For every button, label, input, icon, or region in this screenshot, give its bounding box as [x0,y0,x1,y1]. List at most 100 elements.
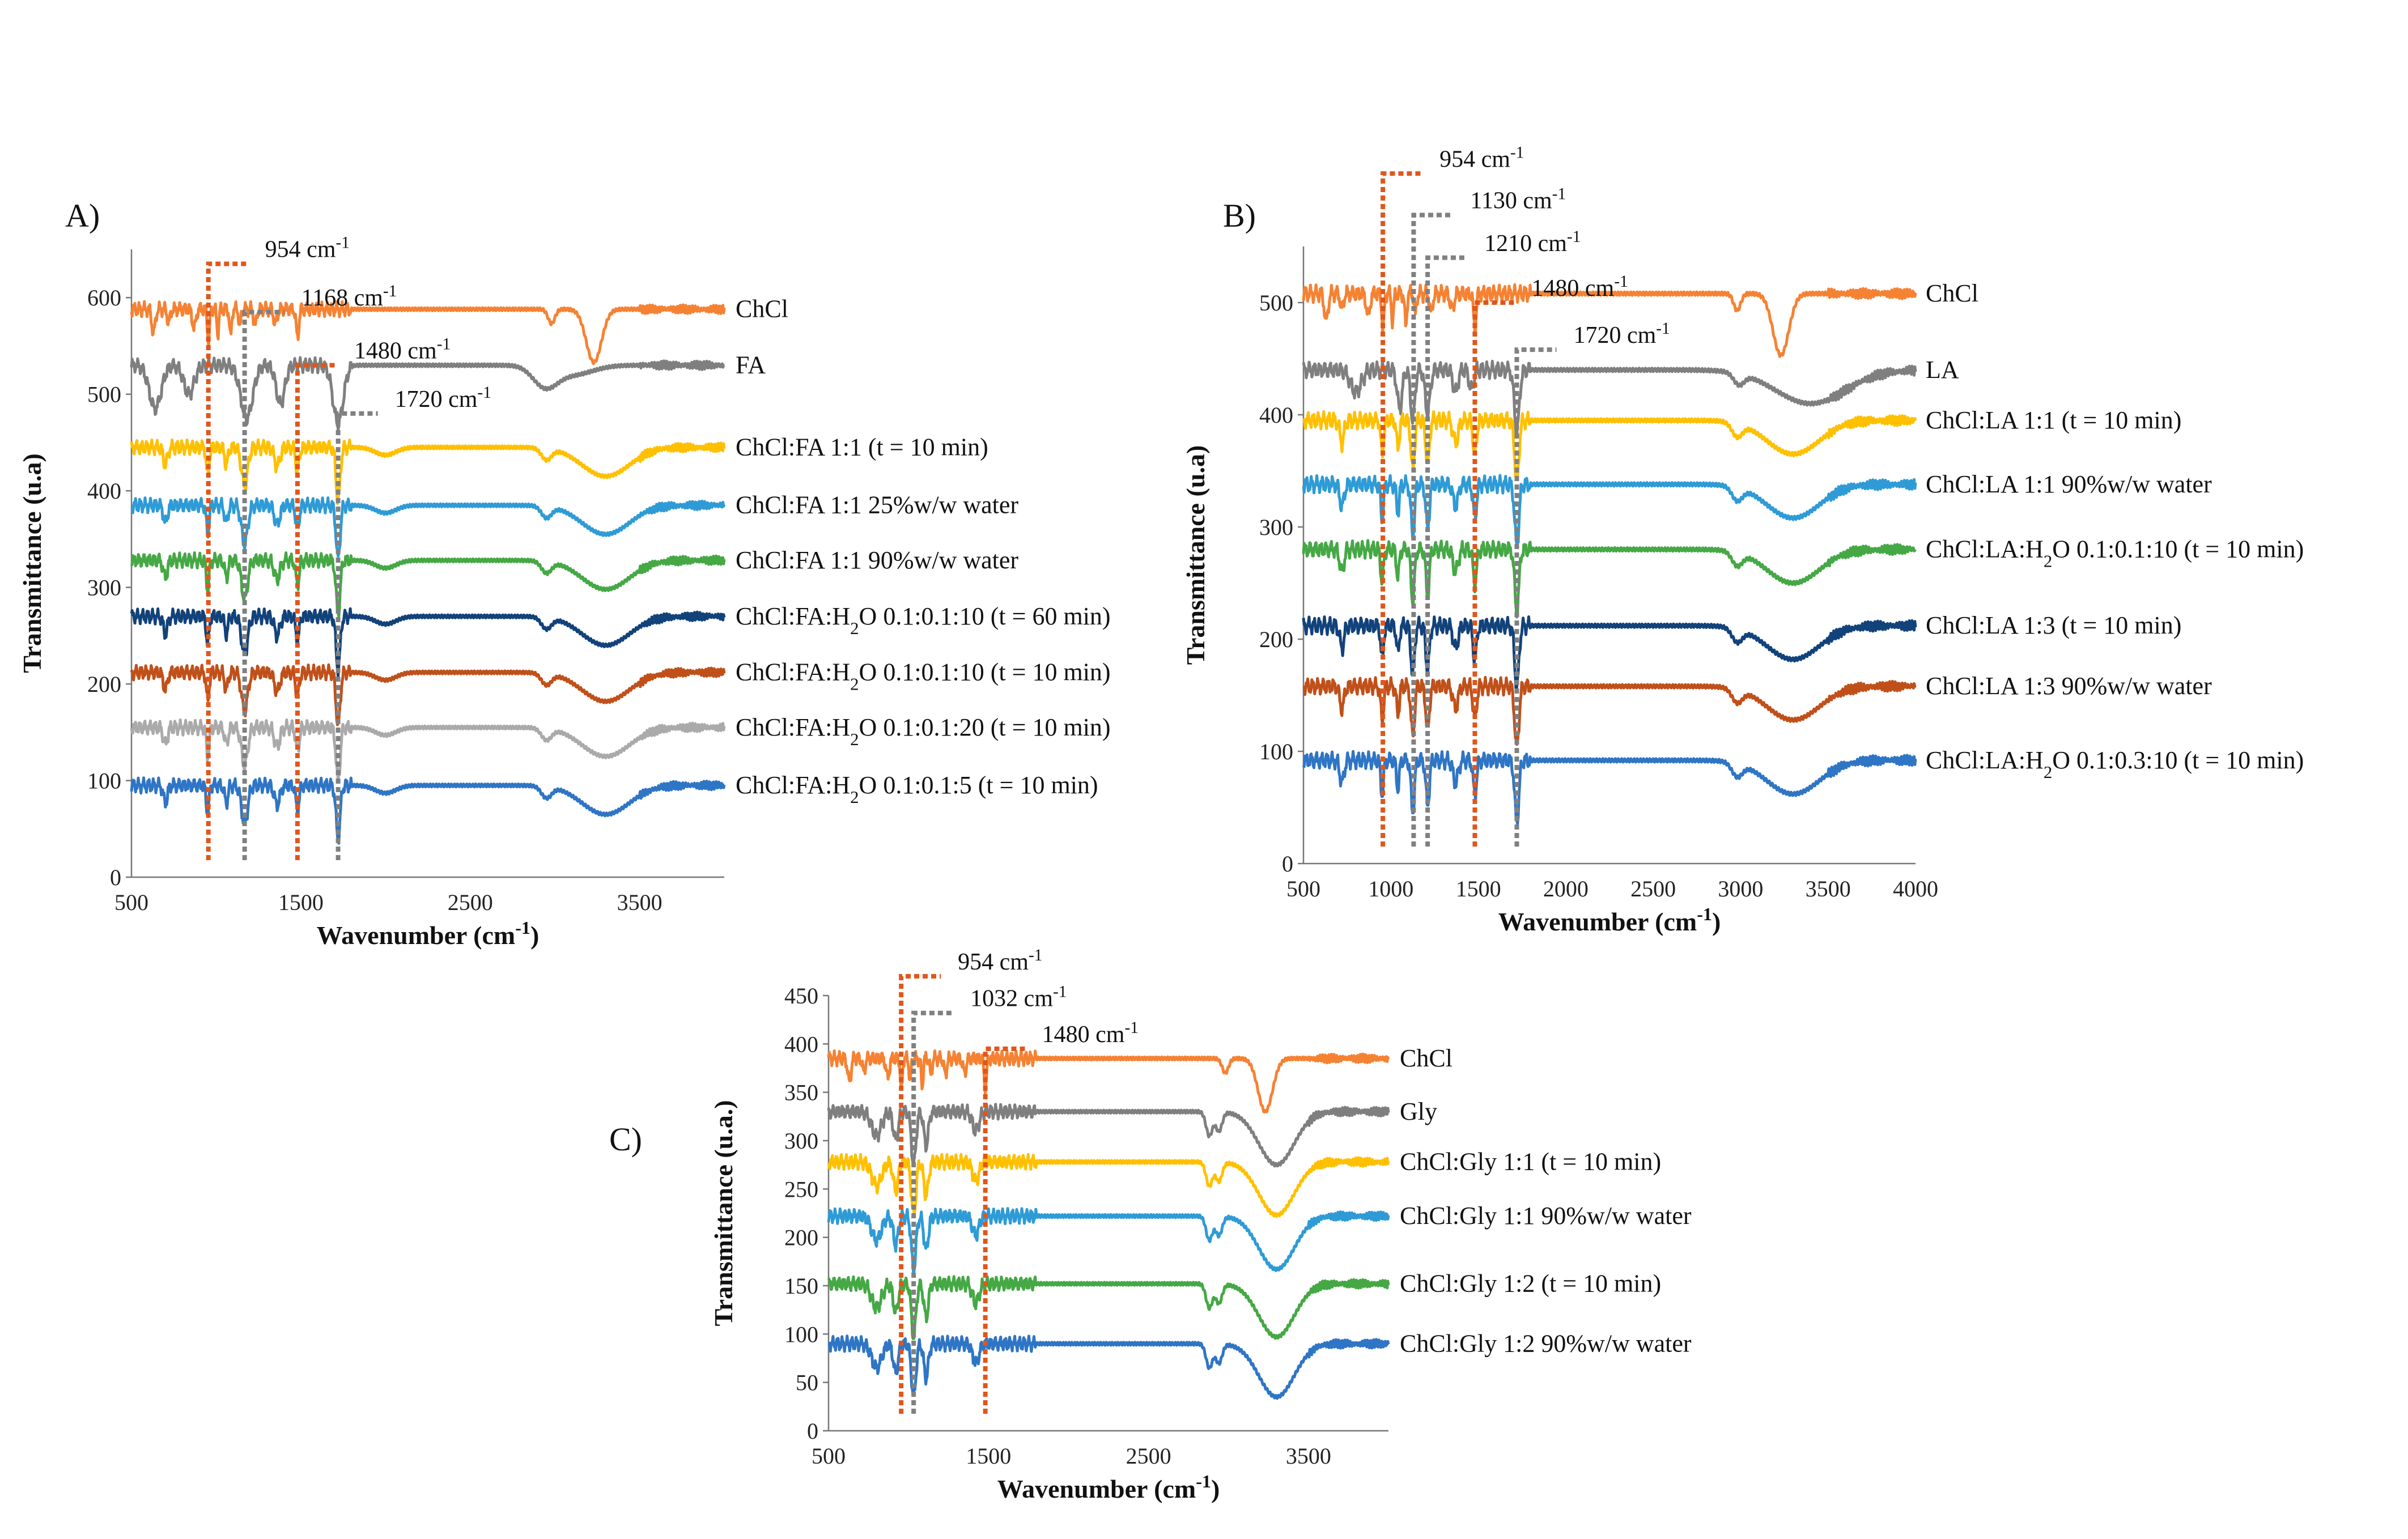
series-line-chcl [1302,283,1917,358]
marker-label-1720: 1720 cm-1 [395,384,491,413]
marker-label-954: 954 cm-1 [1439,143,1524,172]
series-line-chcl-gly-1-2-t-10-min [827,1275,1390,1340]
marker-line-1720 [1514,347,1557,847]
series-label-chcl-gly-1-1-t-10-min: ChCl:Gly 1:1 (t = 10 min) [1400,1148,1661,1176]
series-label-chcl: ChCl [736,295,788,323]
panel-label: C) [609,1121,642,1158]
y-tick-label: 450 [784,983,818,1009]
series-label-chcl-gly-1-2-t-10-min: ChCl:Gly 1:2 (t = 10 min) [1400,1270,1661,1298]
y-tick-label: 200 [784,1225,818,1251]
y-tick-label: 400 [784,1031,818,1057]
y-tick-label: 0 [1282,851,1293,877]
series-label-chcl-la-h2o-0-1-0-3-10-t-10-min: ChCl:LA:H2O 0.1:0.3:10 (t = 10 min) [1926,746,2304,782]
y-tick-label: 0 [807,1418,818,1444]
marker-label-954: 954 cm-1 [265,234,350,263]
series-label-chcl: ChCl [1926,279,1978,307]
y-tick-label: 400 [1259,402,1293,428]
series-line-chcl-fa-h2o-0-1-0-1-10-t-60-min [130,607,726,678]
x-axis-title: Wavenumber (cm-1) [1498,904,1721,936]
y-tick-label: 100 [87,768,121,794]
y-tick-label: 300 [784,1128,818,1154]
marker-line-1210 [1425,255,1468,847]
marker-line-1130 [1411,212,1454,847]
marker-label-1210: 1210 cm-1 [1484,228,1581,257]
marker-line-1032 [911,1010,954,1414]
marker-line-954 [1381,171,1423,847]
y-tick-label: 200 [1259,627,1293,652]
x-tick-label: 4000 [1893,876,1938,902]
x-tick-label: 2000 [1543,876,1589,902]
series-line-chcl-fa-1-1-90-w-w-water [130,551,726,618]
y-tick-label: 400 [87,478,121,504]
x-tick-label: 3000 [1718,876,1763,902]
series-line-chcl-la-h2o-0-1-0-1-10-t-10-min [1302,539,1917,619]
series-label-chcl-gly-1-1-90-w-w-water: ChCl:Gly 1:1 90%w/w water [1400,1202,1692,1230]
marker-line-1480 [1472,300,1515,847]
y-tick-label: 300 [1259,515,1293,540]
marker-label-1480: 1480 cm-1 [1531,273,1628,301]
marker-label-954: 954 cm-1 [958,946,1042,975]
series-line-chcl-gly-1-1-t-10-min [827,1153,1390,1218]
series-label-chcl-gly-1-2-90-w-w-water: ChCl:Gly 1:2 90%w/w water [1400,1329,1692,1357]
x-axis-title: Wavenumber (cm-1) [997,1471,1220,1503]
marker-label-1130: 1130 cm-1 [1470,185,1566,214]
series-label-chcl-fa-h2o-0-1-0-1-5-t-10-min: ChCl:FA:H2O 0.1:0.1:5 (t = 10 min) [736,771,1098,807]
series-line-chcl-la-1-1-90-w-w-water [1302,474,1917,547]
series-label-chcl-fa-1-1-t-10-min: ChCl:FA 1:1 (t = 10 min) [736,433,988,461]
series-label-chcl-fa-1-1-90-w-w-water: ChCl:FA 1:1 90%w/w water [736,546,1018,574]
y-tick-label: 200 [87,671,121,697]
series-label-chcl-la-1-1-90-w-w-water: ChCl:LA 1:1 90%w/w water [1926,470,2212,498]
series-label-chcl-la-1-3-t-10-min: ChCl:LA 1:3 (t = 10 min) [1926,611,2181,639]
series-line-chcl-fa-1-1-t-10-min [130,438,726,505]
y-tick-label: 300 [87,575,121,601]
series-line-chcl-fa-1-1-25-w-w-water [130,496,726,558]
marker-label-1032: 1032 cm-1 [970,983,1067,1012]
marker-label-1168: 1168 cm-1 [301,282,397,311]
y-axis-title: Transmittance (u.a.) [709,1100,738,1326]
y-tick-label: 100 [1259,739,1293,764]
series-line-chcl-la-h2o-0-1-0-3-10-t-10-min [1302,750,1917,826]
series-line-fa [130,356,725,431]
panel-label: A) [65,197,100,234]
series-line-chcl-fa-h2o-0-1-0-1-10-t-10-min [130,663,726,726]
y-tick-label: 150 [784,1273,818,1299]
panel-c: 0 50 100 150 200 250 300 350 400 450 500 1500 2500 35… [609,946,1692,1503]
y-tick-label: 50 [796,1370,818,1396]
series-label-chcl-fa-h2o-0-1-0-1-10-t-60-min: ChCl:FA:H2O 0.1:0.1:10 (t = 60 min) [736,602,1111,638]
x-tick-label: 3500 [617,890,662,915]
marker-label-1720: 1720 cm-1 [1573,320,1670,348]
x-tick-label: 2500 [1126,1443,1171,1469]
y-tick-label: 0 [110,865,121,890]
series-label-chcl-fa-1-1-25-w-w-water: ChCl:FA 1:1 25%w/w water [736,491,1018,519]
y-tick-label: 500 [1259,290,1293,316]
series-line-chcl-gly-1-2-90-w-w-water [827,1334,1390,1400]
x-tick-label: 1000 [1368,876,1413,902]
marker-label-1480: 1480 cm-1 [1042,1019,1139,1048]
series-label-chcl-la-1-3-90-w-w-water: ChCl:LA 1:3 90%w/w water [1926,672,2212,700]
x-tick-label: 2500 [448,890,493,915]
marker-line-1480 [983,1046,1025,1414]
marker-line-1480 [295,363,337,860]
panel-b: 0 100 200 300 400 500 500 1000 1500 2000 2500 3000 3… [1181,143,2304,936]
series-line-chcl-fa-h2o-0-1-0-1-20-t-10-min [130,718,726,781]
series-line-chcl-gly-1-1-90-w-w-water [827,1207,1390,1276]
series-label-chcl-la-h2o-0-1-0-1-10-t-10-min: ChCl:LA:H2O 0.1:0.1:10 (t = 10 min) [1926,535,2304,571]
series-line-chcl-la-1-1-t-10-min [1302,410,1917,479]
x-tick-label: 500 [812,1443,846,1469]
series-line-chcl [130,300,726,365]
x-tick-label: 500 [1286,876,1320,902]
panel-a: 0 100 200 300 400 500 600 500 1500 2500 3500 Wavenu… [18,197,1111,950]
y-tick-label: 100 [784,1321,818,1347]
y-tick-label: 500 [87,382,121,407]
x-tick-label: 500 [114,890,148,915]
marker-label-1480: 1480 cm-1 [354,335,451,364]
marker-line-1168 [242,309,284,860]
series-label-chcl: ChCl [1400,1044,1453,1072]
y-axis-title: Transmittance (u.a) [1181,445,1210,665]
series-label-fa: FA [736,351,766,379]
series-label-chcl-fa-h2o-0-1-0-1-10-t-10-min: ChCl:FA:H2O 0.1:0.1:10 (t = 10 min) [736,658,1111,694]
series-label-chcl-la-1-1-t-10-min: ChCl:LA 1:1 (t = 10 min) [1926,406,2181,434]
marker-line-954 [206,261,248,860]
x-tick-label: 2500 [1630,876,1676,902]
